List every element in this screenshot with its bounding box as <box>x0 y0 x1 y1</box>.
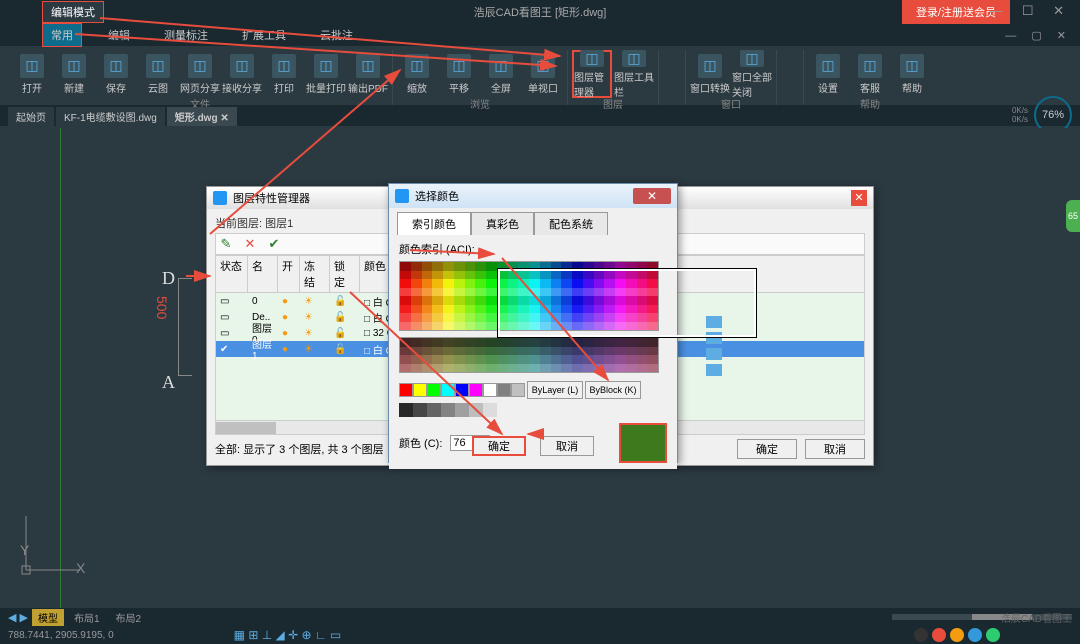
layout1-tab[interactable]: 布局1 <box>68 609 106 626</box>
group-layer-label: 图层 <box>603 96 623 111</box>
group-window-label: 窗口 <box>721 96 741 111</box>
doc-tab-1[interactable]: KF-1电缆敷设图.dwg <box>56 107 165 126</box>
ribbon-图层管理器[interactable]: ◫图层管理器 <box>572 50 612 98</box>
palette-main[interactable] <box>399 261 659 331</box>
ribbon-打印[interactable]: ◫打印 <box>264 50 304 98</box>
std-swatch[interactable] <box>469 383 483 397</box>
menu-edit[interactable]: 编辑 <box>100 24 138 46</box>
std-swatch[interactable] <box>441 383 455 397</box>
color-tabs: 索引颜色 真彩色 配色系统 <box>389 208 677 235</box>
tray-icons <box>914 628 1000 642</box>
ribbon-全屏[interactable]: ◫全屏 <box>481 50 521 98</box>
byblock-button[interactable]: ByBlock (K) <box>585 381 641 399</box>
color-dialog: 选择颜色 ✕ 索引颜色 真彩色 配色系统 颜色索引 (ACI): ByLayer… <box>388 183 678 463</box>
color-dlg-title[interactable]: 选择颜色 ✕ <box>389 184 677 208</box>
titlebar: 编辑模式 浩辰CAD看图王 [矩形.dwg] 登录/注册送会员 ― ☐ ✕ <box>0 0 1080 24</box>
coords: 788.7441, 2905.9195, 0 <box>8 630 114 641</box>
ribbon-网页分享[interactable]: ◫网页分享 <box>180 50 220 98</box>
model-tab[interactable]: 模型 <box>32 609 64 626</box>
status-bar: 788.7441, 2905.9195, 0 ▦ ⊞ ⊥ ◢ ✛ ⊕ ∟ ▭ <box>0 626 1080 644</box>
palette-shades[interactable] <box>399 337 659 373</box>
std-swatch[interactable] <box>427 383 441 397</box>
tab-arrows[interactable]: ◀ ▶ <box>8 611 28 624</box>
new-layer-icon[interactable]: ✎ <box>218 236 234 252</box>
model-tabs-bar: ◀ ▶ 模型 布局1 布局2 浩辰CAD看图王 <box>0 608 1080 626</box>
edit-mode-button[interactable]: 编辑模式 <box>42 1 104 23</box>
delete-layer-icon[interactable]: ✕ <box>242 236 258 252</box>
ribbon-保存[interactable]: ◫保存 <box>96 50 136 98</box>
rb-spacer <box>663 50 681 98</box>
aci-label: 颜色索引 (ACI): <box>399 241 667 257</box>
dim-500: 500 <box>154 296 170 319</box>
ribbon-设置[interactable]: ◫设置 <box>808 50 848 98</box>
set-current-icon[interactable]: ✔ <box>266 236 282 252</box>
color-dlg-close[interactable]: ✕ <box>633 188 671 204</box>
color-ok-button[interactable]: 确定 <box>472 436 526 456</box>
watermark: 浩辰CAD看图王 <box>1001 610 1072 625</box>
ribbon-帮助[interactable]: ◫帮助 <box>892 50 932 98</box>
ribbon-窗口全部关闭[interactable]: ◫窗口全部关闭 <box>732 50 772 98</box>
layer-cancel-button[interactable]: 取消 <box>805 439 865 459</box>
std-swatch[interactable] <box>483 383 497 397</box>
layer-ok-button[interactable]: 确定 <box>737 439 797 459</box>
status-tools[interactable]: ▦ ⊞ ⊥ ◢ ✛ ⊕ ∟ ▭ <box>234 628 342 642</box>
layer-dlg-icon <box>213 191 227 205</box>
dim-bracket <box>178 278 192 376</box>
std-swatch[interactable] <box>511 383 525 397</box>
ribbon-缩放[interactable]: ◫缩放 <box>397 50 437 98</box>
window-title: 浩辰CAD看图王 [矩形.dwg] <box>474 4 607 20</box>
mini-controls[interactable]: ― ▢ ✕ <box>1005 29 1072 42</box>
label-d: D <box>162 268 175 289</box>
ribbon-单视口[interactable]: ◫单视口 <box>523 50 563 98</box>
doc-tab-2[interactable]: 矩形.dwg ✕ <box>167 107 237 126</box>
rb-spacer2 <box>781 50 799 98</box>
group-view-label: 浏览 <box>470 96 490 111</box>
palette-selection <box>498 269 756 337</box>
label-a: A <box>162 372 175 393</box>
gray-strip[interactable] <box>399 403 667 417</box>
ribbon-云图[interactable]: ◫云图 <box>138 50 178 98</box>
ribbon-打开[interactable]: ◫打开 <box>12 50 52 98</box>
menu-measure[interactable]: 测量标注 <box>156 24 216 46</box>
std-swatch[interactable] <box>399 383 413 397</box>
std-swatch[interactable] <box>497 383 511 397</box>
std-swatch[interactable] <box>413 383 427 397</box>
color-dlg-icon <box>395 189 409 203</box>
ribbon-客服[interactable]: ◫客服 <box>850 50 890 98</box>
doc-tab-start[interactable]: 起始页 <box>8 107 54 126</box>
ribbon-批量打印[interactable]: ◫批量打印 <box>306 50 346 98</box>
menu-ext[interactable]: 扩展工具 <box>234 24 294 46</box>
layer-summary: 全部: 显示了 3 个图层, 共 3 个图层 <box>215 441 384 457</box>
layout2-tab[interactable]: 布局2 <box>110 609 148 626</box>
ribbon-接收分享[interactable]: ◫接收分享 <box>222 50 262 98</box>
side-tag[interactable]: 65 <box>1066 200 1080 232</box>
tab-colorbook[interactable]: 配色系统 <box>534 212 608 235</box>
standard-colors: ByLayer (L) ByBlock (K) <box>399 381 667 399</box>
ucs-icon <box>18 508 88 578</box>
ribbon-图层工具栏[interactable]: ◫图层工具栏 <box>614 50 654 98</box>
ribbon-输出PDF[interactable]: ◫输出PDF <box>348 50 388 98</box>
menubar: 常用 编辑 测量标注 扩展工具 云批注 ― ▢ ✕ <box>0 24 1080 46</box>
doc-tabs: 起始页 KF-1电缆敷设图.dwg 矩形.dwg ✕ <box>0 106 1080 126</box>
tab-index-color[interactable]: 索引颜色 <box>397 212 471 235</box>
menu-common[interactable]: 常用 <box>42 23 82 47</box>
layer-dlg-close[interactable]: ✕ <box>851 190 867 206</box>
color-cancel-button[interactable]: 取消 <box>540 436 594 456</box>
ribbon-新建[interactable]: ◫新建 <box>54 50 94 98</box>
ribbon: ◫打开◫新建◫保存◫云图◫网页分享◫接收分享◫打印◫批量打印◫输出PDF 文件 … <box>0 46 1080 106</box>
bylayer-button[interactable]: ByLayer (L) <box>527 381 583 399</box>
group-help-label: 帮助 <box>860 96 880 111</box>
window-controls[interactable]: ― ☐ ✕ <box>989 3 1072 19</box>
std-swatch[interactable] <box>455 383 469 397</box>
tab-true-color[interactable]: 真彩色 <box>471 212 534 235</box>
menu-cloud[interactable]: 云批注 <box>312 24 361 46</box>
ribbon-平移[interactable]: ◫平移 <box>439 50 479 98</box>
ribbon-窗口转换[interactable]: ◫窗口转换 <box>690 50 730 98</box>
